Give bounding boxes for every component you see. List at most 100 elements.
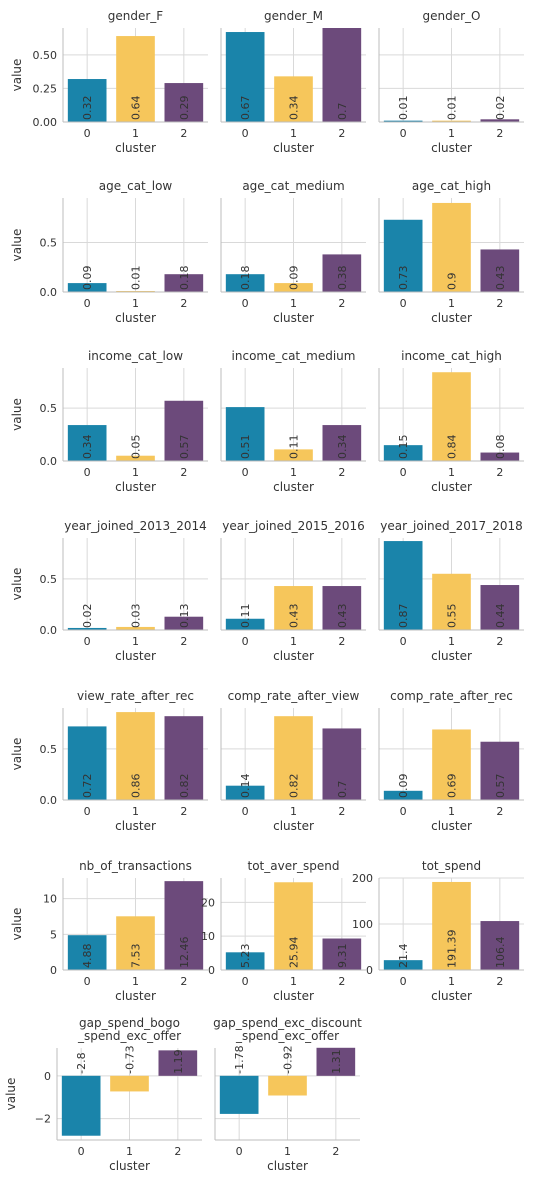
subplot-3: age_cat_low 0.09 0.01 0.18 0 1 2 cluster 0.0 0.5 v… [10,179,208,325]
bar-cluster-0 [225,785,265,800]
subplot-title-line: tot_spend [422,859,481,873]
x-tick-label: 2 [496,127,503,140]
data-label: 0.15 [397,435,410,460]
x-tick-label: 0 [400,635,407,648]
bar-cluster-2 [164,616,204,630]
x-tick-label: 1 [290,466,297,479]
x-tick-label: 2 [338,297,345,310]
subplot-18: gap_spend_bogo _spend_exc_offer -2.8 -0.73 1… [4,1016,202,1173]
subplot-9: year_joined_2013_2014 0.02 0.03 0.13 0 1 2 clus… [10,519,208,663]
x-tick-label: 1 [290,805,297,818]
data-label: 0.11 [288,435,301,460]
x-tick-label: 1 [448,466,455,479]
x-tick-label: 2 [338,466,345,479]
y-tick-label: 0.5 [40,573,58,586]
data-label: 0.64 [130,96,143,121]
bar-cluster-1 [274,882,313,970]
y-tick-label: −2 [35,1113,51,1126]
x-axis-label: cluster [115,989,156,1003]
subplot-13: comp_rate_after_view 0.14 0.82 0.7 0 1 2 cluste… [220,689,366,833]
x-axis-label: cluster [431,649,472,663]
data-label: 0.08 [494,435,507,460]
data-label: 0.14 [239,774,252,799]
x-axis-label: cluster [115,480,156,494]
x-tick-label: 0 [84,466,91,479]
data-label: 21.4 [397,944,410,969]
subplot-title-line: comp_rate_after_rec [390,689,513,703]
data-label: 0.11 [239,604,252,629]
x-tick-label: 1 [448,127,455,140]
x-tick-label: 0 [400,975,407,988]
x-tick-label: 0 [242,975,249,988]
subplot-7: income_cat_medium 0.51 0.11 0.34 0 1 2 cluster [220,349,366,494]
x-tick-label: 2 [332,1145,339,1158]
bar-cluster-0 [61,1075,101,1136]
bar-cluster-1 [432,881,471,970]
x-tick-label: 2 [496,635,503,648]
bar-cluster-2 [322,254,362,292]
data-label: 4.88 [81,944,94,969]
data-label: 0.32 [81,96,94,121]
data-label: 0.18 [239,266,252,291]
x-axis-label: cluster [273,649,314,663]
y-tick-label: 200 [352,872,373,885]
y-tick-label: 0 [44,1070,51,1083]
bar-cluster-1 [432,372,471,461]
x-tick-label: 2 [338,635,345,648]
y-tick-label: 0.0 [40,624,58,637]
subplot-title-line: tot_aver_spend [248,859,340,873]
y-axis-label: value [10,568,24,601]
bar-cluster-0 [219,1075,259,1114]
bar-cluster-0 [225,407,265,461]
subplot-title: gender_F [108,9,164,23]
x-tick-label: 0 [242,635,249,648]
subplot-title: year_joined_2013_2014 [64,519,206,533]
x-tick-label: 1 [132,975,139,988]
bar-cluster-2 [322,938,362,970]
subplot-19: gap_spend_exc_discount _spend_exc_offer-1… [213,1016,362,1173]
subplot-11: year_joined_2017_2018 0.87 0.55 0.44 0 1 2 clus… [378,519,524,663]
data-label: 0.02 [81,604,94,629]
x-tick-label: 0 [78,1145,85,1158]
y-tick-label: 0.0 [40,286,58,299]
data-label: 0.09 [288,266,301,291]
y-tick-label: 0 [366,964,373,977]
y-tick-label: 0.5 [40,402,58,415]
data-label: -2.8 [75,1052,88,1073]
subplot-title: gender_M [264,9,323,23]
bar-cluster-2 [480,119,520,122]
y-axis-label: value [10,398,24,431]
subplot-5: age_cat_high 0.73 0.9 0.43 0 1 2 cluster [378,179,524,325]
data-label: 0.82 [178,774,191,799]
subplot-title-line: nb_of_transactions [79,859,192,873]
bar-cluster-1 [116,626,155,630]
bar-cluster-0 [383,120,423,123]
x-tick-label: 0 [236,1145,243,1158]
bar-cluster-0 [67,726,107,800]
x-tick-label: 2 [180,975,187,988]
subplot-title-line: year_joined_2017_2018 [380,519,522,533]
subplot-title-line: age_cat_low [99,179,173,193]
subplot-12: view_rate_after_rec 0.72 0.86 0.82 0 1 2 cluste… [10,689,208,833]
subplot-title-line: year_joined_2013_2014 [64,519,206,533]
bar-cluster-1 [432,729,471,800]
data-label: 0.02 [494,96,507,121]
subplot-title: age_cat_medium [242,179,344,193]
bar-cluster-1 [274,76,313,122]
x-axis-label: cluster [115,311,156,325]
bar-cluster-1 [116,712,155,800]
data-label: 0.43 [336,604,349,629]
bar-cluster-1 [274,449,313,461]
data-label: 0.05 [130,435,143,460]
y-tick-label: 0.25 [33,82,58,95]
subplot-16: tot_aver_spend 5.23 25.94 9.31 0 1 2 cluster 0 10… [201,859,366,1003]
y-tick-label: 100 [352,918,373,931]
bar-cluster-2 [164,83,204,122]
x-tick-label: 0 [84,805,91,818]
data-label: 0.18 [178,266,191,291]
subplot-title: age_cat_low [99,179,173,193]
x-tick-label: 1 [132,127,139,140]
data-label: 0.57 [178,435,191,460]
subplot-title-line: view_rate_after_rec [77,689,194,703]
x-axis-label: cluster [431,480,472,494]
